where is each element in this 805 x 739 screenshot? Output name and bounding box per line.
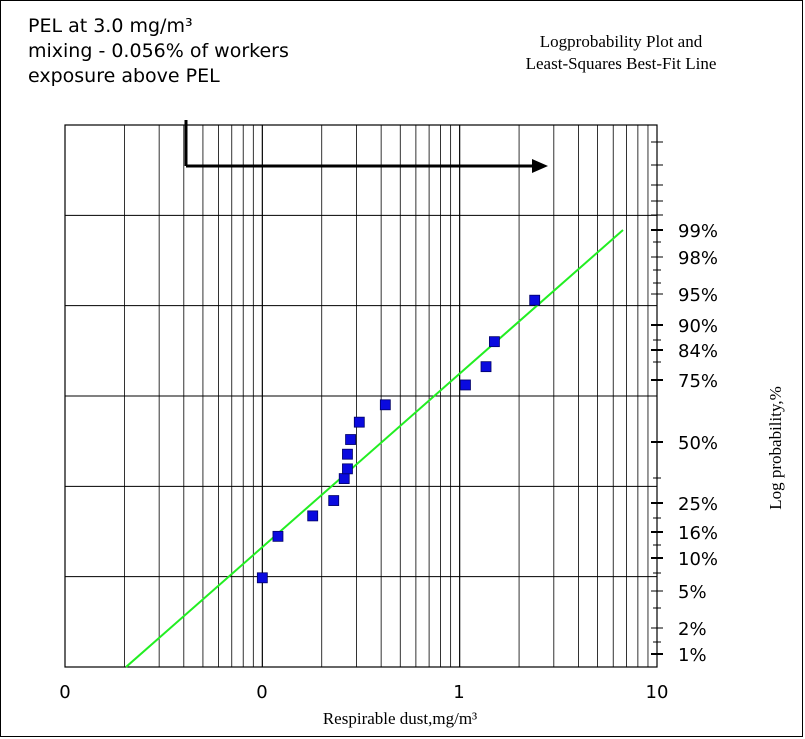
data-point — [379, 399, 391, 411]
data-point — [272, 530, 284, 542]
data-point — [256, 572, 268, 584]
y-tick-label: 1% — [678, 645, 707, 666]
y-tick-label: 90% — [678, 316, 718, 337]
y-axis-title: Log probability,% — [766, 386, 785, 510]
y-tick-label: 95% — [678, 285, 718, 306]
chart-title: Logprobability Plot and Least-Squares Be… — [486, 31, 756, 75]
grid — [64, 124, 658, 668]
x-axis-tick-labels: 0 0 1 10 — [59, 682, 668, 703]
x-tick-label: 0 — [256, 682, 267, 703]
y-tick-label: 16% — [678, 523, 718, 544]
data-point — [489, 336, 500, 348]
annotation-line-1: PEL at 3.0 mg/m³ — [28, 15, 193, 37]
data-points — [256, 294, 541, 584]
annotation-line-3: exposure above PEL — [28, 65, 220, 87]
arrow-head — [532, 159, 548, 173]
x-axis-title: Respirable dust,mg/m³ — [323, 709, 477, 728]
annotation-line-2: mixing - 0.056% of workers — [28, 40, 289, 62]
data-point — [529, 294, 541, 306]
y-axis-ticks: 99% 98% 95% 90% 84% 75% 50% 25% 16% 10% 5% 2% 1% — [651, 141, 718, 666]
data-point — [342, 463, 353, 475]
y-tick-label: 75% — [678, 371, 718, 392]
data-point — [353, 416, 365, 428]
y-tick-label: 99% — [678, 221, 718, 242]
data-point — [338, 473, 350, 485]
y-tick-label: 10% — [678, 549, 718, 570]
data-point — [345, 434, 356, 445]
pel-annotation: PEL at 3.0 mg/m³ mixing - 0.056% of work… — [28, 14, 289, 89]
x-tick-label: 0 — [59, 682, 70, 703]
data-point — [328, 495, 340, 506]
y-tick-label: 50% — [678, 433, 718, 454]
chart-title-line-2: Least-Squares Best-Fit Line — [525, 54, 717, 73]
x-tick-label: 1 — [453, 682, 464, 703]
data-point — [342, 448, 353, 460]
data-point — [460, 379, 471, 391]
y-tick-label: 98% — [678, 248, 718, 269]
y-tick-label: 25% — [678, 494, 718, 515]
y-tick-label: 84% — [678, 341, 718, 362]
y-tick-label: 5% — [678, 582, 707, 603]
y-tick-label: 2% — [678, 619, 707, 640]
fit-line — [125, 229, 624, 668]
x-tick-label: 10 — [646, 682, 669, 703]
chart-title-line-1: Logprobability Plot and — [539, 32, 703, 51]
data-point — [307, 510, 319, 522]
pel-arrow — [184, 120, 548, 173]
data-point — [480, 361, 492, 373]
